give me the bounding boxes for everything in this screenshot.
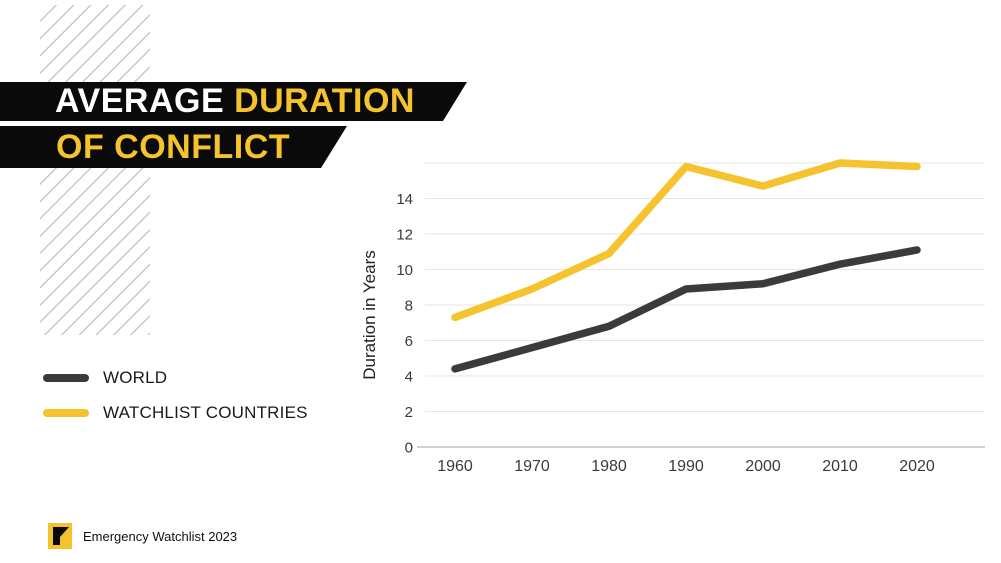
footer-label: Emergency Watchlist 2023 <box>83 528 238 544</box>
x-tick-label: 2010 <box>822 458 858 475</box>
irc-logo-icon <box>48 523 72 549</box>
irc-logo-glyph <box>53 527 69 545</box>
footer: Emergency Watchlist 2023 <box>48 523 237 549</box>
x-tick-label: 1960 <box>437 458 473 475</box>
title-text-average: AVERAGE <box>55 82 235 120</box>
title-banner-line2: OF CONFLICT <box>0 126 347 168</box>
y-tick-label: 12 <box>396 227 413 244</box>
x-tick-label: 1980 <box>591 458 627 475</box>
y-tick-label: 4 <box>405 369 413 386</box>
hatch-pattern-bottom <box>40 168 150 335</box>
legend-label-watchlist-countries: WATCHLIST COUNTRIES <box>103 403 308 422</box>
y-tick-label: 14 <box>396 191 413 208</box>
x-tick-label: 2020 <box>899 458 935 475</box>
legend-item-world: WORLD <box>43 368 308 388</box>
world-line <box>451 246 921 373</box>
title-banner-line1: AVERAGE DURATION <box>0 82 467 121</box>
title-text-duration: DURATION <box>234 82 415 120</box>
y-tick-label: 0 <box>405 440 413 457</box>
line-chart: 0 2 4 6 8 10 12 14 1960 1970 1980 1990 2000 2010 2020 D… <box>360 159 985 475</box>
hatch-pattern-top <box>40 5 150 82</box>
legend-swatch-world <box>43 374 89 382</box>
y-tick-label: 2 <box>405 404 413 421</box>
y-axis-title: Duration in Years <box>360 250 379 379</box>
y-tick-label: 10 <box>396 262 413 279</box>
legend-swatch-watchlist-countries <box>43 409 89 417</box>
watchlist-countries-line <box>451 159 921 322</box>
x-tick-label: 1990 <box>668 458 704 475</box>
legend-label-world: WORLD <box>103 368 168 387</box>
x-tick-label: 1970 <box>514 458 550 475</box>
title-text-of-conflict: OF CONFLICT <box>56 127 291 166</box>
x-tick-label: 2000 <box>745 458 781 475</box>
y-tick-label: 8 <box>405 298 413 315</box>
legend-item-watchlist-countries: WATCHLIST COUNTRIES <box>43 403 308 423</box>
chart-area: 0 2 4 6 8 10 12 14 1960 1970 1980 1990 2000 2010 2020 D… <box>355 130 1001 495</box>
y-tick-label: 6 <box>405 333 413 350</box>
chart-legend: WORLD WATCHLIST COUNTRIES <box>43 368 308 438</box>
